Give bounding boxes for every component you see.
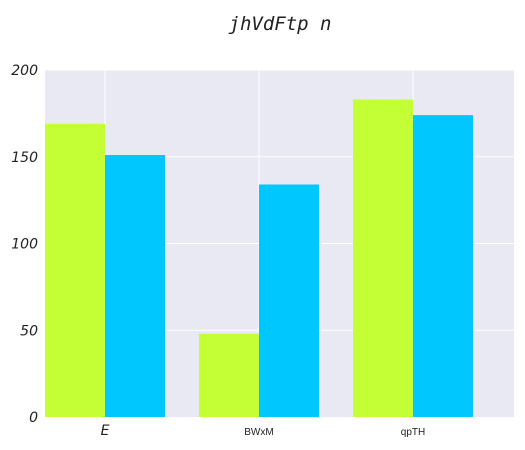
x-tick-label: qpTH (401, 427, 425, 438)
bar-qpTH-series-2 (413, 115, 473, 418)
x-tick-label: BWxM (244, 427, 273, 438)
y-tick-label: 50 (20, 323, 38, 339)
bar-E-series-2 (105, 155, 165, 417)
x-axis-ticks: E BWxM qpTH (101, 423, 426, 439)
x-tick-label: E (101, 423, 110, 439)
bar-qpTH-series-1 (353, 99, 413, 418)
y-tick-label: 200 (11, 63, 38, 79)
bars-group (45, 99, 473, 418)
y-tick-label: 150 (11, 150, 38, 166)
bar-BWxM-series-2 (259, 184, 319, 417)
y-tick-label: 0 (29, 410, 38, 426)
y-tick-label: 100 (11, 237, 38, 253)
y-axis-ticks: 0 50 100 150 200 (11, 63, 38, 426)
bar-E-series-1 (45, 123, 105, 417)
chart-title: jhVdFtp n (229, 13, 332, 35)
bar-BWxM-series-1 (199, 333, 259, 417)
